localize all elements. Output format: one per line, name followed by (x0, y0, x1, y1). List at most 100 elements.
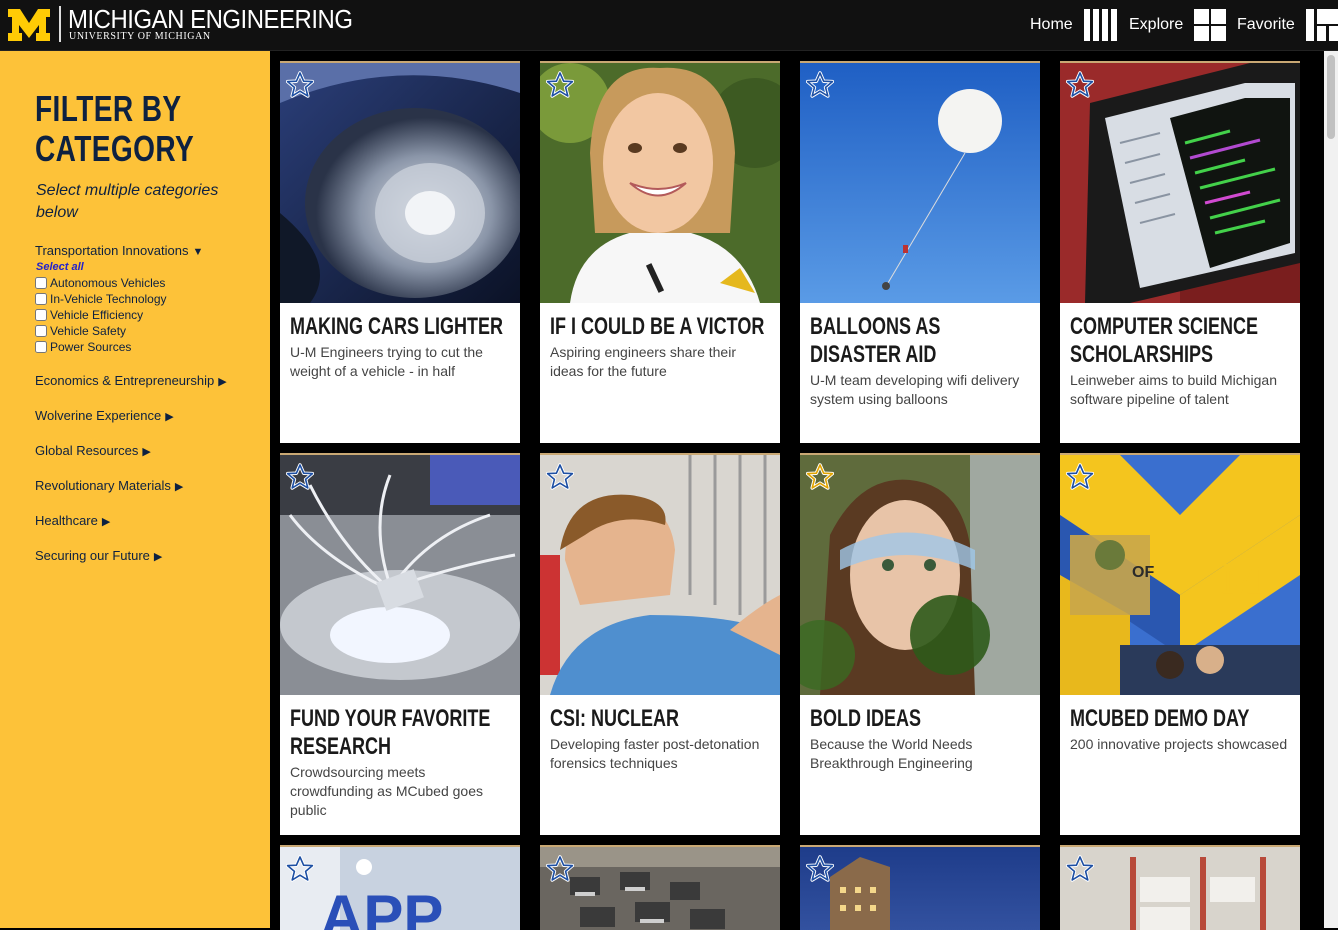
card-title: If I Could Be a Victor (550, 313, 765, 340)
option-vehicle-safety[interactable]: Vehicle Safety (35, 324, 126, 338)
card-image (280, 455, 520, 695)
nav-favorite-label: Favorite (1237, 16, 1295, 33)
category-label: Securing our Future (35, 548, 150, 563)
card-title: MCubed Demo Day (1070, 705, 1250, 732)
option-power-sources[interactable]: Power Sources (35, 340, 131, 354)
nav-explore-label: Explore (1129, 16, 1184, 33)
story-card-computer-science-scholarships[interactable]: Computer Science Scholarships Leinweber … (1060, 61, 1300, 443)
card-image (540, 63, 780, 303)
story-card-mcubed-demo-day[interactable]: OF M MCubed Demo Day 200 innovative proj… (1060, 453, 1300, 835)
category-transportation-innovations[interactable]: Transportation Innovations ▼ (35, 243, 203, 258)
option-in-vehicle-technology[interactable]: In-Vehicle Technology (35, 292, 167, 306)
story-card-row3-1[interactable]: APP (280, 845, 520, 930)
story-card-if-i-could-be-a-victor[interactable]: If I Could Be a Victor Aspiring engineer… (540, 61, 780, 443)
card-image (800, 63, 1040, 303)
block-m-logo[interactable] (6, 7, 52, 43)
category-global-resources[interactable]: Global Resources ▶ (35, 443, 151, 458)
story-card-row3-2[interactable] (540, 845, 780, 930)
option-autonomous-vehicles[interactable]: Autonomous Vehicles (35, 276, 165, 290)
nav-home[interactable]: Home (1030, 6, 1117, 44)
card-description: 200 innovative projects showcased (1070, 736, 1288, 752)
category-label: Transportation Innovations (35, 243, 189, 258)
card-description: Aspiring engineers share their ideas for… (550, 344, 736, 379)
card-image (800, 847, 1040, 930)
option-vehicle-efficiency[interactable]: Vehicle Efficiency (35, 308, 143, 322)
category-securing-our-future[interactable]: Securing our Future ▶ (35, 548, 162, 563)
banner-of-text: OF (1132, 564, 1154, 581)
favorite-star-icon[interactable] (1066, 855, 1094, 883)
card-image (800, 455, 1040, 695)
filter-sidebar: FILTER BY CATEGORY Select multiple categ… (0, 51, 270, 928)
caret-right-icon: ▶ (153, 551, 163, 563)
favorite-star-icon[interactable] (546, 71, 574, 99)
columns-icon (1083, 9, 1117, 41)
nav-favorite[interactable]: Favorite (1237, 6, 1338, 44)
story-card-fund-your-favorite-research[interactable]: Fund Your Favorite Research Crowdsourcin… (280, 453, 520, 835)
card-title: Making Cars Lighter (290, 313, 503, 340)
category-label: Global Resources (35, 443, 139, 458)
page-scrollbar[interactable] (1324, 51, 1338, 928)
card-description: Leinweber aims to build Michigan softwar… (1070, 372, 1277, 407)
caret-down-icon: ▼ (192, 246, 204, 258)
card-image: APP (280, 847, 520, 930)
favorite-star-icon[interactable] (546, 855, 574, 883)
filter-heading-line1: FILTER BY (35, 88, 182, 129)
card-title: Bold Ideas (810, 705, 922, 732)
checkbox-power-sources[interactable] (35, 341, 47, 353)
top-header: MICHIGAN ENGINEERING UNIVERSITY OF MICHI… (0, 0, 1338, 51)
story-card-row3-4[interactable] (1060, 845, 1300, 930)
category-wolverine-experience[interactable]: Wolverine Experience ▶ (35, 408, 174, 423)
card-description: Developing faster post-detonation forens… (550, 736, 760, 771)
checkbox-in-vehicle-technology[interactable] (35, 293, 47, 305)
brand-subtitle: UNIVERSITY OF MICHIGAN (69, 31, 211, 42)
favorite-star-icon[interactable] (1066, 463, 1094, 491)
story-card-making-cars-lighter[interactable]: Making Cars Lighter U-M Engineers trying… (280, 61, 520, 443)
caret-right-icon: ▶ (101, 516, 111, 528)
category-label: Wolverine Experience (35, 408, 162, 423)
mosaic-icon (1305, 9, 1338, 41)
category-healthcare[interactable]: Healthcare ▶ (35, 513, 110, 528)
card-image (1060, 63, 1300, 303)
checkbox-vehicle-efficiency[interactable] (35, 309, 47, 321)
option-label: Autonomous Vehicles (50, 276, 166, 290)
brand-title[interactable]: MICHIGAN ENGINEERING (68, 4, 353, 34)
story-card-row3-3[interactable] (800, 845, 1040, 930)
caret-right-icon: ▶ (174, 481, 184, 493)
favorite-star-icon[interactable] (806, 71, 834, 99)
filter-subtitle: Select multiple categories below (36, 182, 219, 221)
select-all-link[interactable]: Select all (36, 261, 84, 273)
nav-explore[interactable]: Explore (1129, 6, 1227, 44)
category-revolutionary-materials[interactable]: Revolutionary Materials ▶ (35, 478, 183, 493)
favorite-star-icon[interactable] (286, 855, 314, 883)
card-description: Because the World Needs Breakthrough Eng… (810, 736, 973, 771)
favorite-star-icon[interactable] (806, 855, 834, 883)
card-image (1060, 847, 1300, 930)
block-m-image-text: M (1222, 554, 1264, 603)
story-card-balloons-as-disaster-aid[interactable]: Balloons as Disaster Aid U-M team develo… (800, 61, 1040, 443)
story-card-bold-ideas[interactable]: Bold Ideas Because the World Needs Break… (800, 453, 1040, 835)
favorite-star-icon[interactable] (1066, 71, 1094, 99)
scrollbar-thumb[interactable] (1327, 55, 1335, 139)
card-image (540, 455, 780, 695)
card-image: OF M (1060, 455, 1300, 695)
option-label: Vehicle Safety (50, 324, 127, 338)
favorite-star-icon[interactable] (286, 71, 314, 99)
card-title: Fund Your Favorite Research (290, 705, 491, 760)
caret-right-icon: ▶ (218, 376, 227, 388)
category-economics-entrepreneurship[interactable]: Economics & Entrepreneurship ▶ (35, 373, 227, 388)
option-label: Power Sources (50, 340, 132, 354)
story-card-csi-nuclear[interactable]: CSI: Nuclear Developing faster post-deto… (540, 453, 780, 835)
caret-right-icon: ▶ (165, 411, 174, 423)
favorite-star-icon[interactable] (806, 463, 834, 491)
favorite-star-icon[interactable] (546, 463, 574, 491)
nav-home-label: Home (1030, 16, 1073, 33)
checkbox-vehicle-safety[interactable] (35, 325, 47, 337)
favorite-star-icon[interactable] (286, 463, 314, 491)
card-title: CSI: Nuclear (550, 705, 679, 732)
checkbox-autonomous-vehicles[interactable] (35, 277, 47, 289)
card-image (540, 847, 780, 930)
app-sign-text: APP (320, 883, 443, 930)
card-description: Crowdsourcing meets crowdfunding as MCub… (290, 764, 484, 818)
filter-heading-line2: CATEGORY (35, 128, 195, 169)
category-label: Economics & Entrepreneurship (35, 373, 215, 388)
